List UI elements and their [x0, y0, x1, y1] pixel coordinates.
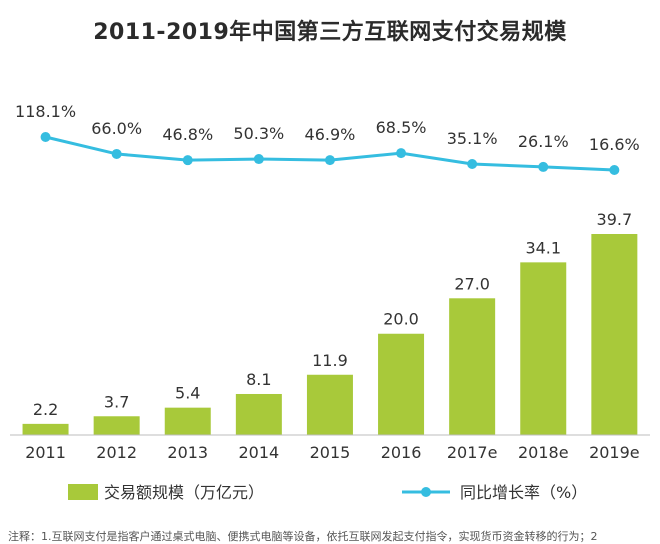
growth-value-label: 50.3% — [233, 124, 284, 143]
growth-value-labels: 118.1% 66.0% 46.8% 50.3% 46.9% 68.5% 35.1% 26.1… — [15, 102, 640, 154]
growth-point — [396, 148, 407, 159]
x-tick-label: 2015 — [310, 443, 351, 462]
growth-value-label: 66.0% — [91, 119, 142, 138]
growth-line-series — [40, 132, 620, 175]
x-tick-label: 2017e — [447, 443, 498, 462]
growth-point — [111, 148, 122, 159]
bar — [449, 298, 496, 435]
bar-series — [22, 234, 638, 435]
bar-value-label: 20.0 — [383, 310, 419, 329]
growth-point — [538, 161, 549, 172]
growth-value-label: 46.9% — [305, 125, 356, 144]
bar-value-label: 8.1 — [246, 370, 271, 389]
growth-point — [40, 132, 51, 142]
bar-value-label: 3.7 — [104, 392, 129, 411]
legend-line-marker — [421, 487, 431, 497]
bar — [235, 393, 282, 435]
footnote: 注释：1.互联网支付是指客户通过桌式电脑、便携式电脑等设备，依托互联网发起支付指… — [8, 530, 598, 543]
growth-point — [609, 165, 620, 175]
bar-value-label: 11.9 — [312, 351, 348, 370]
bar — [22, 423, 69, 435]
growth-value-label: 118.1% — [15, 102, 76, 121]
growth-value-label: 26.1% — [518, 132, 569, 151]
growth-point — [324, 155, 335, 166]
x-tick-label: 2012 — [96, 443, 137, 462]
bar-value-labels: 2.2 3.7 5.4 8.1 11.9 20.0 27.0 34.1 39.7 — [33, 210, 632, 419]
bar-value-label: 34.1 — [525, 238, 561, 257]
x-tick-labels: 2011 2012 2013 2014 2015 2016 2017e 2018e 2019e — [25, 443, 639, 462]
x-tick-label: 2019e — [589, 443, 640, 462]
growth-value-label: 46.8% — [162, 125, 213, 144]
bar — [93, 416, 140, 435]
bar — [306, 374, 353, 435]
bar — [520, 262, 567, 435]
x-tick-label: 2016 — [381, 443, 422, 462]
growth-point — [467, 158, 478, 169]
growth-value-label: 16.6% — [589, 135, 640, 154]
x-tick-label: 2018e — [518, 443, 569, 462]
legend-bar-swatch — [68, 484, 98, 500]
growth-value-label: 68.5% — [376, 118, 427, 137]
growth-point — [253, 154, 264, 165]
bar — [164, 407, 211, 435]
growth-value-label: 35.1% — [447, 129, 498, 148]
bar-value-label: 27.0 — [454, 274, 490, 293]
bar-value-label: 2.2 — [33, 400, 58, 419]
bar — [591, 234, 638, 435]
chart-title: 2011-2019年中国第三方互联网支付交易规模 — [93, 20, 567, 45]
x-tick-label: 2013 — [167, 443, 208, 462]
bar — [378, 333, 425, 435]
growth-point — [182, 155, 193, 166]
legend-bar-label: 交易额规模（万亿元） — [104, 483, 264, 502]
bar-value-label: 39.7 — [597, 210, 633, 229]
x-tick-label: 2011 — [25, 443, 66, 462]
bar-value-label: 5.4 — [175, 384, 200, 403]
legend-line-label: 同比增长率（%） — [460, 483, 587, 502]
legend: 交易额规模（万亿元） 同比增长率（%） — [68, 483, 587, 502]
x-tick-label: 2014 — [238, 443, 279, 462]
